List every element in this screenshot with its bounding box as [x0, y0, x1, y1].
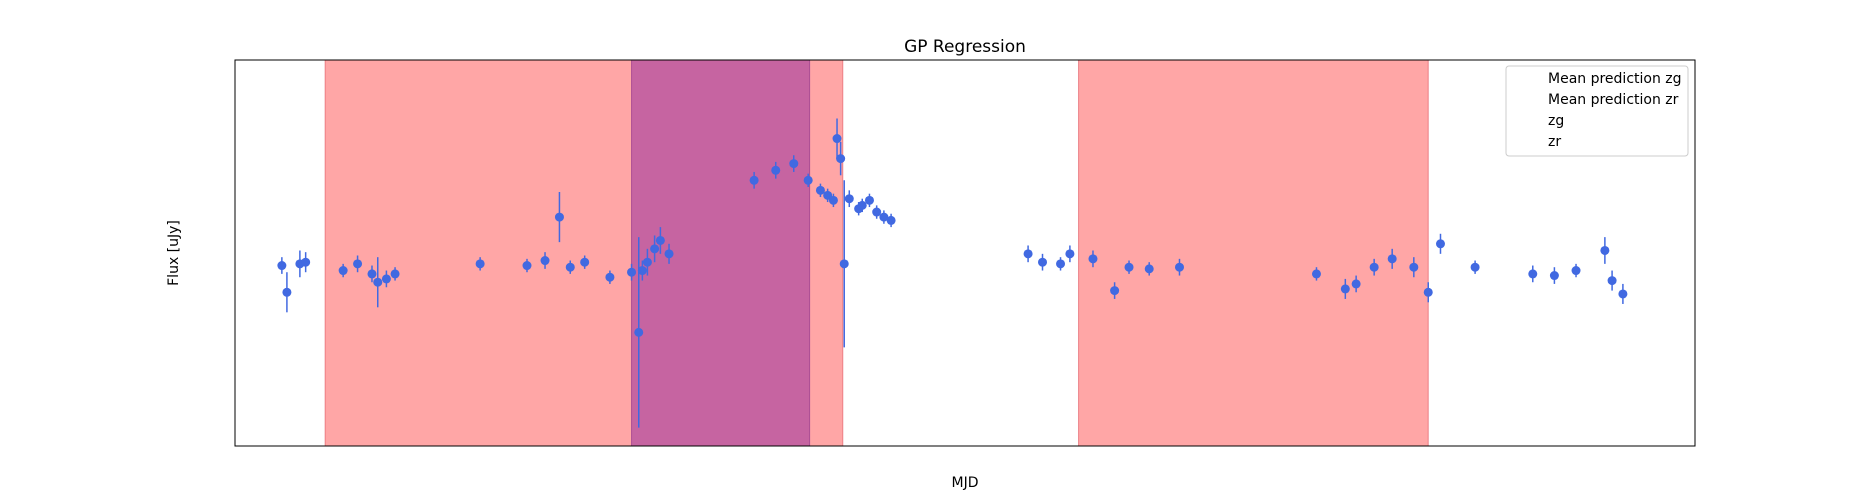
legend-label-zg: zg [1548, 113, 1564, 129]
data-point-zg [879, 212, 889, 222]
data-point-zg [815, 185, 825, 195]
data-point-zg [1340, 284, 1350, 294]
data-point-zg [1618, 289, 1628, 299]
data-point-zg [282, 287, 292, 297]
shaded-regions [324, 59, 1429, 447]
data-point-zg [771, 165, 781, 175]
data-point-zg [277, 261, 287, 271]
data-point-zg [1174, 262, 1184, 272]
data-point-zg [1144, 264, 1154, 274]
data-point-zg [1387, 254, 1397, 264]
data-point-zg [857, 200, 867, 210]
data-point-zg [1435, 239, 1445, 249]
data-point-zg [839, 259, 849, 269]
data-point-zg [1124, 262, 1134, 272]
legend-label-mean-zg: Mean prediction zg [1548, 71, 1682, 87]
series-zg-points [277, 118, 1628, 428]
data-point-zg [475, 259, 485, 269]
data-point-zg [650, 244, 660, 254]
data-point-zg [1088, 254, 1098, 264]
legend-box [1505, 65, 1689, 157]
data-point-zg [353, 259, 363, 269]
plot-frame [234, 59, 1696, 447]
data-point-zg [580, 257, 590, 267]
data-point-zg [637, 266, 647, 276]
data-point-zg [1038, 257, 1048, 267]
data-point-zg [1056, 259, 1066, 269]
data-point-zg [1369, 262, 1379, 272]
data-point-zg [1423, 287, 1433, 297]
data-point-zg [1600, 245, 1610, 255]
data-point-zg [655, 235, 665, 245]
data-point-zg [565, 262, 575, 272]
data-point-zg [1470, 262, 1480, 272]
data-point-zg [803, 175, 813, 185]
series-layer [277, 118, 1628, 428]
y-axis-label: Flux [uJy] [166, 220, 182, 286]
data-point-zg [540, 256, 550, 266]
data-point-zg [1311, 269, 1321, 279]
data-point-zg [1549, 271, 1559, 281]
data-point-zg [1409, 262, 1419, 272]
data-point-zg [844, 194, 854, 204]
data-point-zg [864, 195, 874, 205]
data-point-zg [373, 277, 383, 287]
legend: Mean prediction zg Mean prediction zr zg… [1505, 65, 1689, 157]
data-point-zg [836, 154, 846, 164]
x-axis-label: MJD [952, 475, 979, 491]
data-point-zg [634, 327, 644, 337]
data-point-zg [301, 257, 311, 267]
data-point-zg [1023, 249, 1033, 259]
data-point-zg [1110, 286, 1120, 296]
data-point-zg [642, 257, 652, 267]
data-point-zg [886, 215, 896, 225]
data-point-zg [605, 272, 615, 282]
data-point-zg [390, 269, 400, 279]
chart-title: GP Regression [904, 37, 1026, 57]
data-point-zg [1528, 269, 1538, 279]
data-point-zg [338, 266, 348, 276]
data-point-zg [381, 274, 391, 284]
data-point-zg [627, 267, 637, 277]
data-point-zg [522, 261, 532, 271]
data-point-zg [832, 134, 842, 144]
data-point-zg [1351, 279, 1361, 289]
data-point-zg [554, 212, 564, 222]
legend-label-zr: zr [1548, 134, 1561, 150]
shaded-region-purple [631, 59, 811, 447]
data-point-zg [828, 195, 838, 205]
data-point-zg [749, 175, 759, 185]
legend-label-mean-zr: Mean prediction zr [1548, 92, 1679, 108]
data-point-zg [789, 159, 799, 169]
data-point-zg [664, 249, 674, 259]
data-point-zg [1065, 249, 1075, 259]
shaded-region-red [1078, 59, 1429, 447]
data-point-zg [872, 207, 882, 217]
data-point-zg [367, 269, 377, 279]
data-point-zg [1607, 276, 1617, 286]
data-point-zg [1571, 266, 1581, 276]
